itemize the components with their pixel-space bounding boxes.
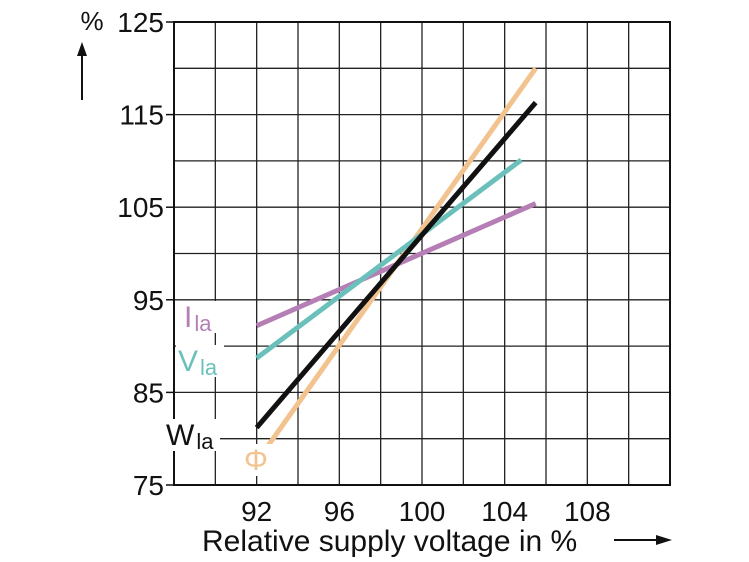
x-tick-label: 104 — [481, 496, 528, 527]
series-label-background — [182, 301, 222, 333]
series-lines — [254, 66, 538, 464]
y-axis-arrow — [77, 42, 87, 100]
series-label-background — [164, 419, 220, 451]
series-label-background — [242, 444, 276, 476]
x-axis-label: Relative supply voltage in % — [202, 525, 577, 558]
y-tick-label: 125 — [117, 7, 164, 38]
x-tick-label: 96 — [324, 496, 355, 527]
y-unit-label: % — [80, 6, 103, 36]
y-tick-label: 95 — [133, 285, 164, 316]
series-label-main: W — [166, 419, 195, 452]
series-label-ila: Ila — [184, 301, 212, 336]
series-label-wla: Wla — [166, 419, 214, 454]
series-label-subscript: la — [196, 429, 214, 454]
y-tick-label: 85 — [133, 377, 164, 408]
series-label-vla: Vla — [178, 345, 218, 380]
series-line-vla — [255, 157, 523, 361]
series-label-φ: Φ — [244, 444, 268, 477]
y-tick-labels: 75 85 95 105 115 125 — [117, 7, 174, 501]
x-tick-label: 108 — [564, 496, 611, 527]
y-tick-label: 75 — [133, 470, 164, 501]
series-label-subscript: la — [194, 311, 212, 336]
y-tick-label: 115 — [119, 100, 164, 131]
x-tick-label: 92 — [241, 496, 272, 527]
series-label-main: Φ — [244, 444, 268, 477]
x-tick-label: 100 — [399, 496, 446, 527]
series-label-subscript: la — [200, 355, 218, 380]
series-line-wla — [254, 100, 538, 430]
series-label-background — [176, 345, 224, 377]
x-axis-arrow — [614, 535, 672, 545]
grid-lines — [174, 22, 670, 485]
series-label-main: V — [178, 345, 198, 378]
y-tick-label: 105 — [117, 192, 164, 223]
series-label-main: I — [184, 301, 192, 334]
x-tick-labels: 92 96 100 104 108 — [241, 496, 611, 527]
plot-frame — [173, 21, 671, 486]
